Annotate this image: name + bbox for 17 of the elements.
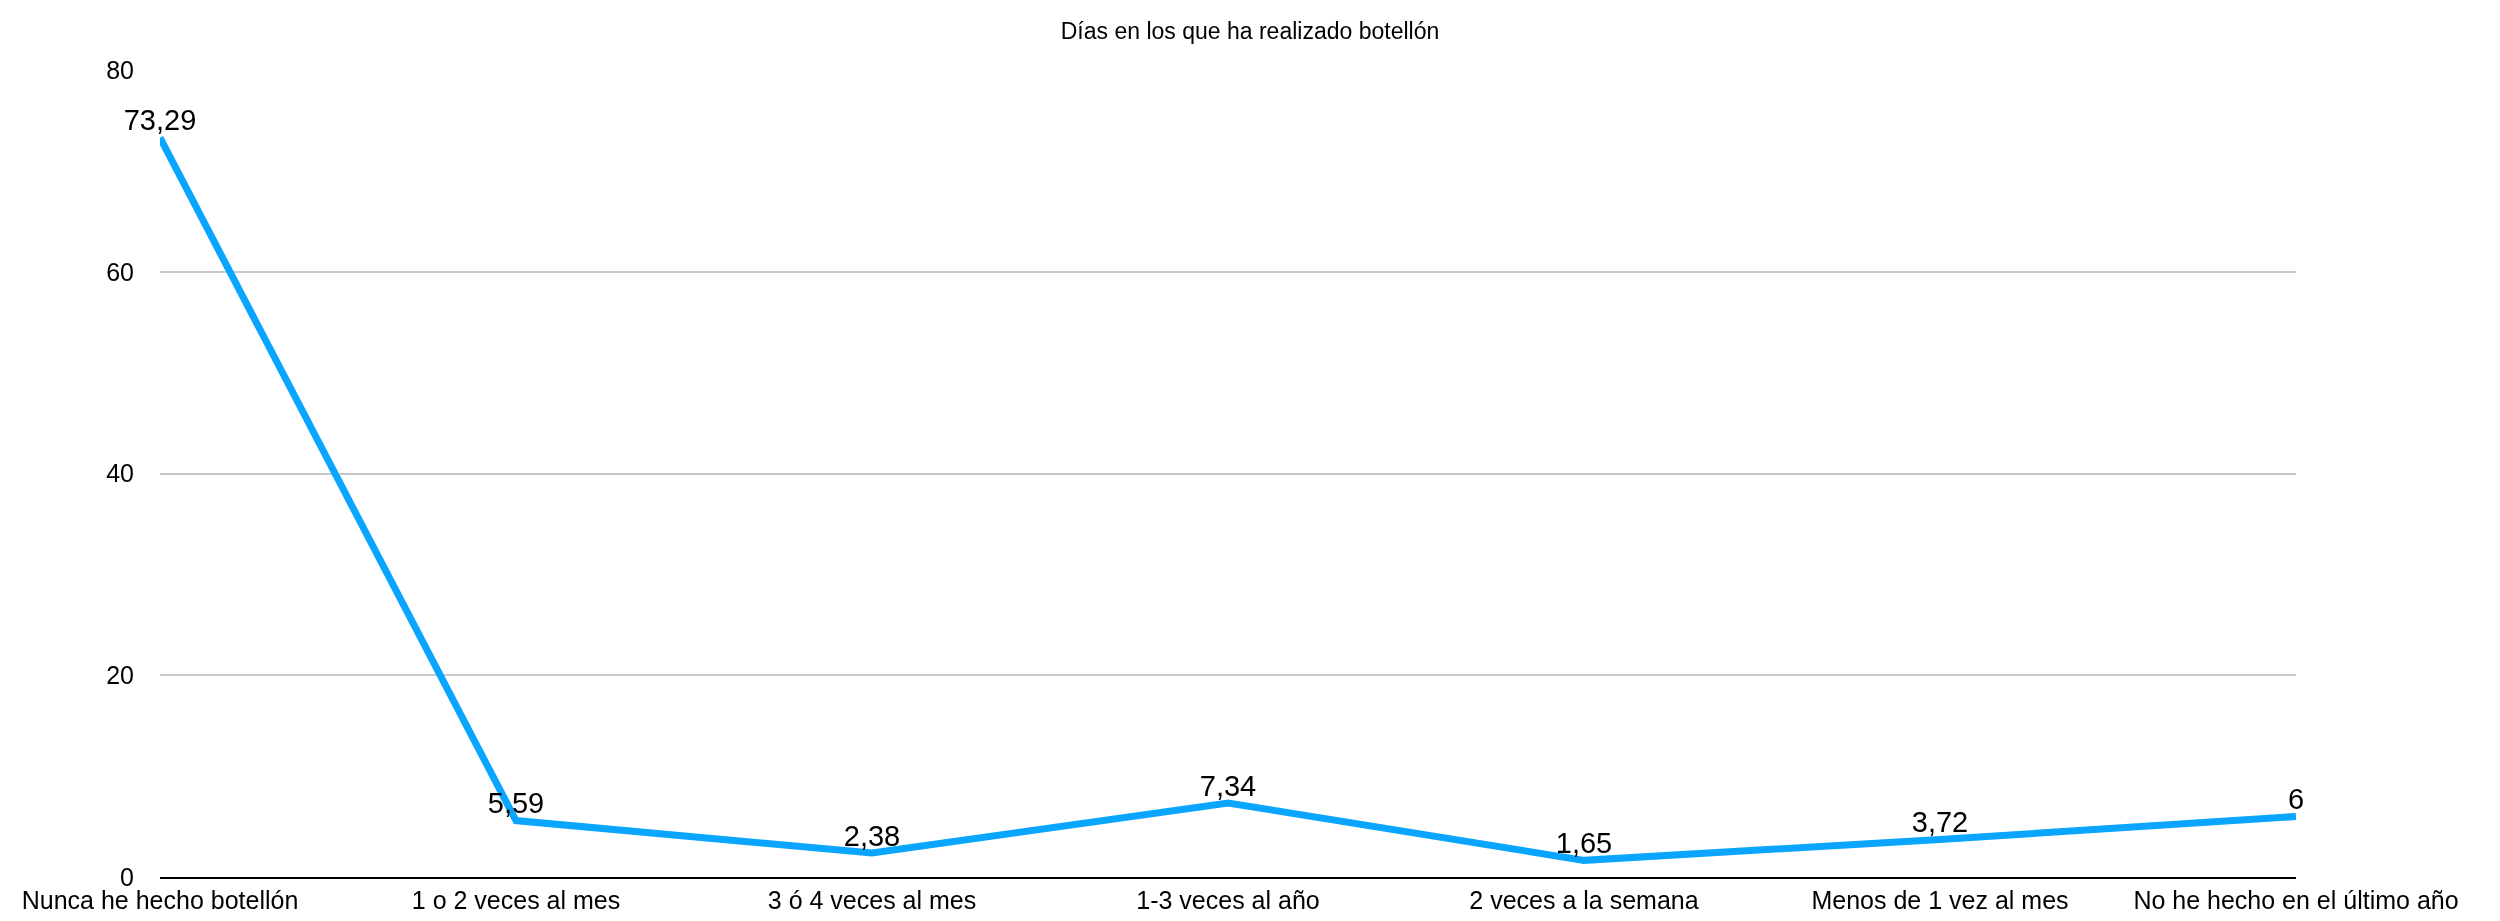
y-tick-label: 40 [106,459,134,488]
data-label: 73,29 [123,104,197,137]
data-label: 2,38 [843,819,901,852]
x-tick-label: 1-3 veces al año [1136,886,1320,914]
y-tick-label: 80 [106,55,134,84]
y-tick-label: 60 [106,257,134,286]
data-label: 6 [2287,783,2305,816]
x-tick-label: 2 veces a la semana [1469,886,1699,914]
data-label: 3,72 [1911,806,1969,839]
data-label: 1,65 [1555,827,1613,860]
data-label: 7,34 [1199,769,1257,802]
x-tick-label: Menos de 1 vez al mes [1811,886,2069,914]
x-tick-label: 3 ó 4 veces al mes [767,886,977,914]
x-tick-label: 1 o 2 veces al mes [411,886,621,914]
x-tick-label: No he hecho en el último año [2133,886,2459,914]
y-tick-label: 20 [106,661,134,689]
chart-title: Días en los que ha realizado botellón [1060,18,1440,45]
